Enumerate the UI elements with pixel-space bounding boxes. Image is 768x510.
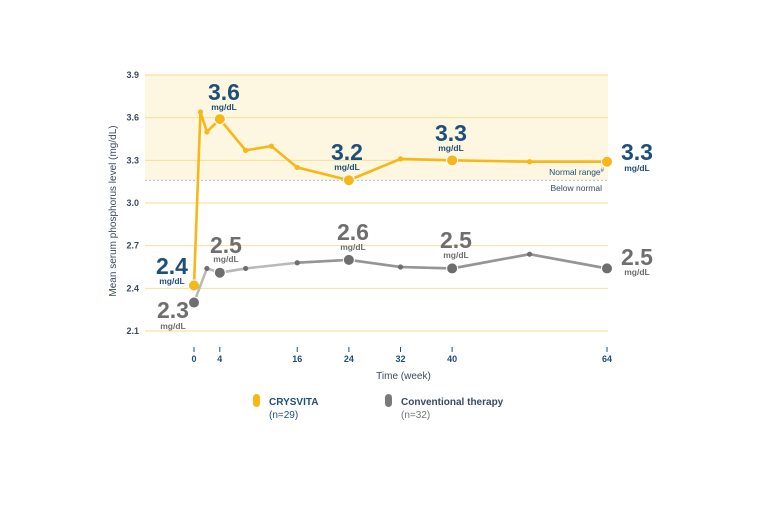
data-point	[294, 164, 300, 171]
x-tick-label: 4	[217, 354, 222, 364]
callout-unit: mg/dL	[624, 267, 650, 277]
data-point	[197, 109, 204, 115]
data-point-marker	[342, 253, 355, 266]
callout-unit: mg/dL	[438, 143, 464, 153]
x-tick-label: 40	[447, 354, 457, 364]
below-normal-label: Below normal	[551, 183, 603, 193]
x-tick-label: 0	[191, 354, 196, 364]
series-layer	[188, 109, 613, 309]
callout-value: 2.4	[156, 253, 188, 279]
data-point	[243, 147, 249, 153]
data-point-marker	[188, 296, 200, 309]
y-axis-ticks: 2.1 2.4 2.7 3.0 3.3 3.6 3.9	[126, 70, 139, 336]
data-point	[397, 264, 404, 270]
legend-item-conventional-therapy: Conventional therapy (n=32)	[385, 394, 504, 421]
data-point-marker	[342, 174, 355, 187]
y-axis-label: Mean serum phosphorus level (mg/dL)	[108, 125, 119, 296]
x-tick-label: 32	[395, 354, 405, 364]
y-tick-label: 3.9	[126, 70, 139, 80]
callout-value: 3.2	[331, 139, 363, 165]
callout-unit: mg/dL	[213, 254, 239, 264]
legend-item-crysvita: CRYSVITA (n=29)	[253, 394, 318, 421]
data-point	[204, 265, 210, 272]
legend: CRYSVITA (n=29) Conventional therapy (n=…	[253, 394, 504, 421]
callout-value: 2.3	[157, 297, 189, 323]
data-point-marker	[601, 262, 613, 275]
y-tick-label: 3.6	[126, 113, 139, 123]
series-line	[192, 110, 607, 286]
data-point-marker	[213, 113, 226, 126]
crysvita-legend-swatch	[253, 394, 260, 407]
series-crysvita	[188, 109, 613, 292]
data-point	[526, 159, 533, 165]
x-tick-label: 64	[602, 354, 612, 364]
series-line	[192, 252, 608, 304]
callout-value: 3.6	[208, 79, 240, 105]
callout-unit: mg/dL	[211, 102, 237, 112]
data-point	[294, 260, 300, 266]
x-tick-label: 24	[344, 354, 354, 364]
data-point-marker	[446, 262, 459, 275]
normal-range-label: Normal range#	[549, 167, 605, 177]
y-tick-label: 2.4	[126, 283, 139, 293]
data-point-marker	[213, 266, 226, 279]
callout-unit: mg/dL	[334, 162, 360, 172]
gridlines	[145, 74, 608, 332]
x-axis-label: Time (week)	[376, 371, 431, 382]
conventional-legend-swatch	[385, 394, 392, 407]
callout-unit: mg/dL	[160, 321, 186, 331]
crysvita-legend-n: (n=29)	[269, 410, 298, 421]
data-point	[204, 129, 210, 135]
callout-value: 2.5	[621, 244, 653, 270]
x-tick-label: 16	[292, 354, 302, 364]
normal-range-footnote-mark: #	[601, 168, 605, 174]
data-point	[526, 251, 533, 257]
callout-unit: mg/dL	[340, 242, 366, 252]
conventional-legend-n: (n=32)	[401, 410, 430, 421]
callout-layer: 2.4mg/dL3.6mg/dL3.2mg/dL3.3mg/dL 3.3mg/dL…	[156, 79, 653, 331]
callout-value: 2.5	[440, 227, 472, 253]
y-tick-label: 2.1	[126, 326, 139, 336]
crysvita-legend-name: CRYSVITA	[269, 397, 318, 408]
callout-unit: mg/dL	[443, 250, 469, 260]
conventional-legend-name: Conventional therapy	[401, 397, 504, 408]
data-point-marker	[446, 154, 459, 167]
data-point	[243, 265, 249, 272]
callout-unit: mg/dL	[159, 276, 185, 286]
series-conventional-therapy	[188, 251, 613, 309]
y-tick-label: 3.0	[126, 198, 139, 208]
normal-range-text: Normal range	[549, 167, 601, 177]
callout-value: 3.3	[621, 139, 653, 165]
y-tick-label: 3.3	[126, 155, 139, 165]
callout-value: 2.6	[337, 219, 369, 245]
callout-value: 2.5	[210, 232, 242, 258]
data-point	[268, 143, 275, 149]
x-axis-ticks: 0 4 16 24 32 40 64	[191, 347, 612, 364]
y-tick-label: 2.7	[126, 241, 139, 251]
callout-value: 3.3	[435, 120, 467, 146]
data-point-marker	[601, 155, 613, 168]
data-point	[397, 156, 404, 162]
callout-unit: mg/dL	[624, 163, 650, 173]
series-line-dark-segment	[297, 252, 608, 270]
